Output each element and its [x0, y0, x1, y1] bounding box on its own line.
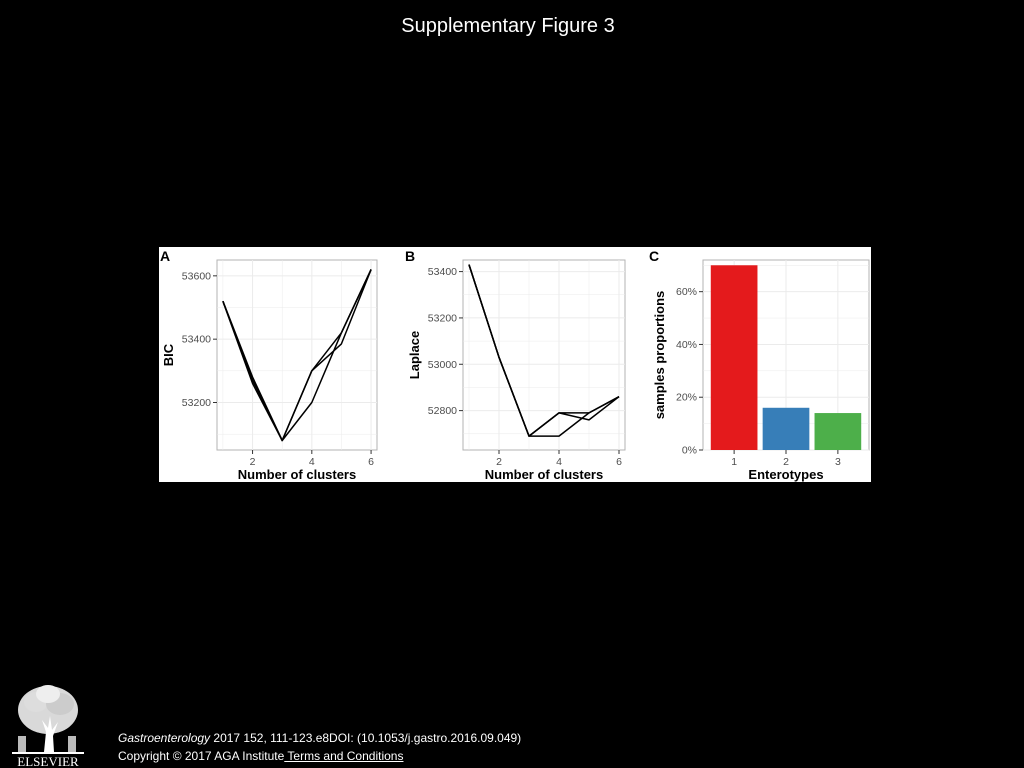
y-axis-title: samples proportions — [652, 291, 667, 420]
panel-letter-b: B — [405, 248, 415, 264]
x-tick-label: 1 — [731, 456, 737, 468]
y-axis-title: Laplace — [407, 331, 422, 379]
y-tick-label: 60% — [676, 286, 697, 298]
x-axis-title: Enterotypes — [748, 467, 823, 482]
x-tick-label: 3 — [835, 456, 841, 468]
x-tick-label: 2 — [783, 456, 789, 468]
y-tick-label: 20% — [676, 392, 697, 404]
x-tick-label: 4 — [309, 456, 315, 468]
copyright-line: Copyright © 2017 AGA Institute Terms and… — [118, 749, 403, 763]
x-tick-label: 2 — [250, 456, 256, 468]
y-tick-label: 53400 — [182, 334, 211, 346]
y-tick-label: 40% — [676, 339, 697, 351]
y-tick-label: 0% — [682, 445, 697, 457]
x-tick-label: 4 — [556, 456, 562, 468]
elsevier-logo: ELSEVIER — [12, 685, 84, 768]
copyright-text: Copyright © 2017 AGA Institute — [118, 749, 285, 763]
y-tick-label: 53000 — [428, 359, 457, 371]
supplementary-figure: A 53200 53400 53600 2 4 6 Number of clusters BIC… — [160, 248, 870, 482]
y-tick-label: 53400 — [428, 266, 457, 278]
terms-and-conditions-link[interactable]: Terms and Conditions — [284, 749, 404, 763]
panel-letter-a: A — [160, 248, 170, 264]
journal-name: Gastroenterology — [118, 731, 211, 745]
series-line-2 — [222, 269, 372, 442]
panel-b: B 52800 53000 53200 53400 2 4 6 Number of cluste… — [405, 248, 626, 482]
y-tick-label: 52800 — [428, 405, 457, 417]
panel-c: C 0% 20% 40% 60% 1 2 3 Enterotypes samples propor… — [649, 248, 870, 482]
y-tick-label: 53600 — [182, 270, 211, 282]
plot-area — [462, 259, 626, 451]
y-tick-label: 53200 — [428, 312, 457, 324]
y-tick-label: 53200 — [182, 397, 211, 409]
slide-title: Supplementary Figure 3 — [401, 15, 615, 37]
citation: Gastroenterology 2017 152, 111-123.e8DOI… — [118, 731, 521, 745]
panel-a: A 53200 53400 53600 2 4 6 Number of clusters BIC — [160, 248, 378, 482]
bar-1 — [710, 265, 758, 450]
panel-letter-c: C — [649, 248, 659, 264]
x-tick-label: 2 — [496, 456, 502, 468]
bar-2 — [762, 407, 810, 450]
series-line-3 — [468, 264, 620, 437]
x-tick-label: 6 — [616, 456, 622, 468]
series-line-3 — [222, 269, 372, 442]
x-axis-title: Number of clusters — [485, 467, 603, 482]
y-axis-title: BIC — [161, 343, 176, 366]
svg-text:ELSEVIER: ELSEVIER — [17, 754, 79, 768]
bar-3 — [814, 413, 862, 450]
x-tick-label: 6 — [368, 456, 374, 468]
citation-details: 2017 152, 111-123.e8DOI: (10.1053/j.gast… — [210, 731, 522, 745]
figure-panel: A 53200 53400 53600 2 4 6 Number of clusters BIC… — [159, 247, 871, 482]
x-axis-title: Number of clusters — [238, 467, 356, 482]
